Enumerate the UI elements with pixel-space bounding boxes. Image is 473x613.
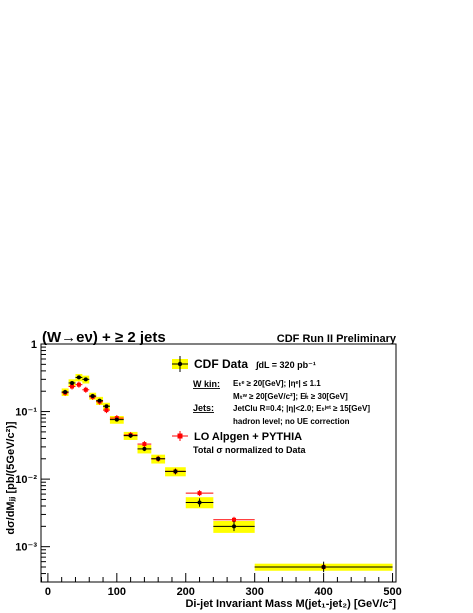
legend-mc-marker bbox=[177, 433, 183, 439]
data-point bbox=[63, 389, 68, 394]
y-axis: 10⁻³ 10⁻² 10⁻¹ 1 bbox=[15, 339, 50, 583]
data-point bbox=[104, 404, 109, 409]
x-tick-label: 100 bbox=[108, 586, 126, 598]
legend-jets-line2: hadron level; no UE correction bbox=[233, 417, 350, 426]
mc-point bbox=[83, 387, 88, 392]
y-tick-label: 1 bbox=[31, 339, 37, 351]
legend: CDF Data ∫dL = 320 pb⁻¹ W kin: Eₜᵉ ≥ 20[… bbox=[172, 356, 370, 455]
legend-jets-label: Jets: bbox=[193, 403, 214, 413]
data-point bbox=[90, 393, 95, 398]
x-axis: 0 100 200 300 400 500 bbox=[41, 573, 402, 598]
data-point bbox=[114, 417, 119, 422]
y-tick-label: 10⁻³ bbox=[15, 542, 37, 554]
mc-point bbox=[197, 491, 202, 496]
y-tick-label: 10⁻² bbox=[15, 474, 37, 486]
legend-mc-label: LO Alpgen + PYTHIA bbox=[194, 431, 302, 443]
x-tick-label: 300 bbox=[246, 586, 264, 598]
mc-point bbox=[70, 384, 75, 389]
legend-data-marker bbox=[177, 361, 183, 367]
x-tick-label: 200 bbox=[177, 586, 195, 598]
legend-data-label: CDF Data bbox=[194, 357, 248, 371]
legend-lumi: ∫dL = 320 pb⁻¹ bbox=[255, 360, 316, 370]
data-point bbox=[173, 469, 178, 474]
data-point bbox=[76, 375, 81, 380]
data-point bbox=[97, 398, 102, 403]
data-point bbox=[70, 380, 75, 385]
data-series bbox=[61, 375, 393, 573]
data-point bbox=[156, 456, 161, 461]
data-point bbox=[128, 433, 133, 438]
mc-point bbox=[142, 442, 147, 447]
mc-point bbox=[232, 517, 237, 522]
plot-frame bbox=[40, 343, 397, 583]
legend-wkin-line2: Mₜʷ ≥ 20[GeV/c²]; E̸ₜ ≥ 30[GeV] bbox=[233, 392, 348, 401]
x-tick-label: 500 bbox=[383, 586, 401, 598]
chart-subtitle: CDF Run II Preliminary bbox=[277, 333, 397, 345]
data-point bbox=[83, 377, 88, 382]
mc-point bbox=[76, 382, 81, 387]
data-point bbox=[232, 524, 237, 529]
data-point bbox=[197, 500, 202, 505]
chart-title: (W→eν) + ≥ 2 jets bbox=[42, 329, 166, 346]
data-point bbox=[142, 446, 147, 451]
y-tick-label: 10⁻¹ bbox=[15, 407, 37, 419]
x-tick-label: 0 bbox=[45, 586, 51, 598]
legend-mc-note: Total σ normalized to Data bbox=[193, 445, 306, 455]
mc-point bbox=[104, 408, 109, 413]
x-axis-label: Di-jet Invariant Mass M(jet₁-jet₂) [GeV/… bbox=[185, 598, 396, 610]
x-tick-label: 400 bbox=[314, 586, 332, 598]
legend-wkin-label: W kin: bbox=[193, 379, 220, 389]
legend-wkin-line1: Eₜᵉ ≥ 20[GeV]; |ηᵉ| ≤ 1.1 bbox=[233, 379, 321, 388]
legend-jets-line1: JetClu R=0.4; |η|<2.0; Eₜʲᵉᵗ ≥ 15[GeV] bbox=[233, 404, 370, 413]
y-axis-label: dσ/dMⱼⱼ [pb/(5GeV/c²)] bbox=[5, 421, 17, 535]
data-point bbox=[321, 565, 326, 570]
